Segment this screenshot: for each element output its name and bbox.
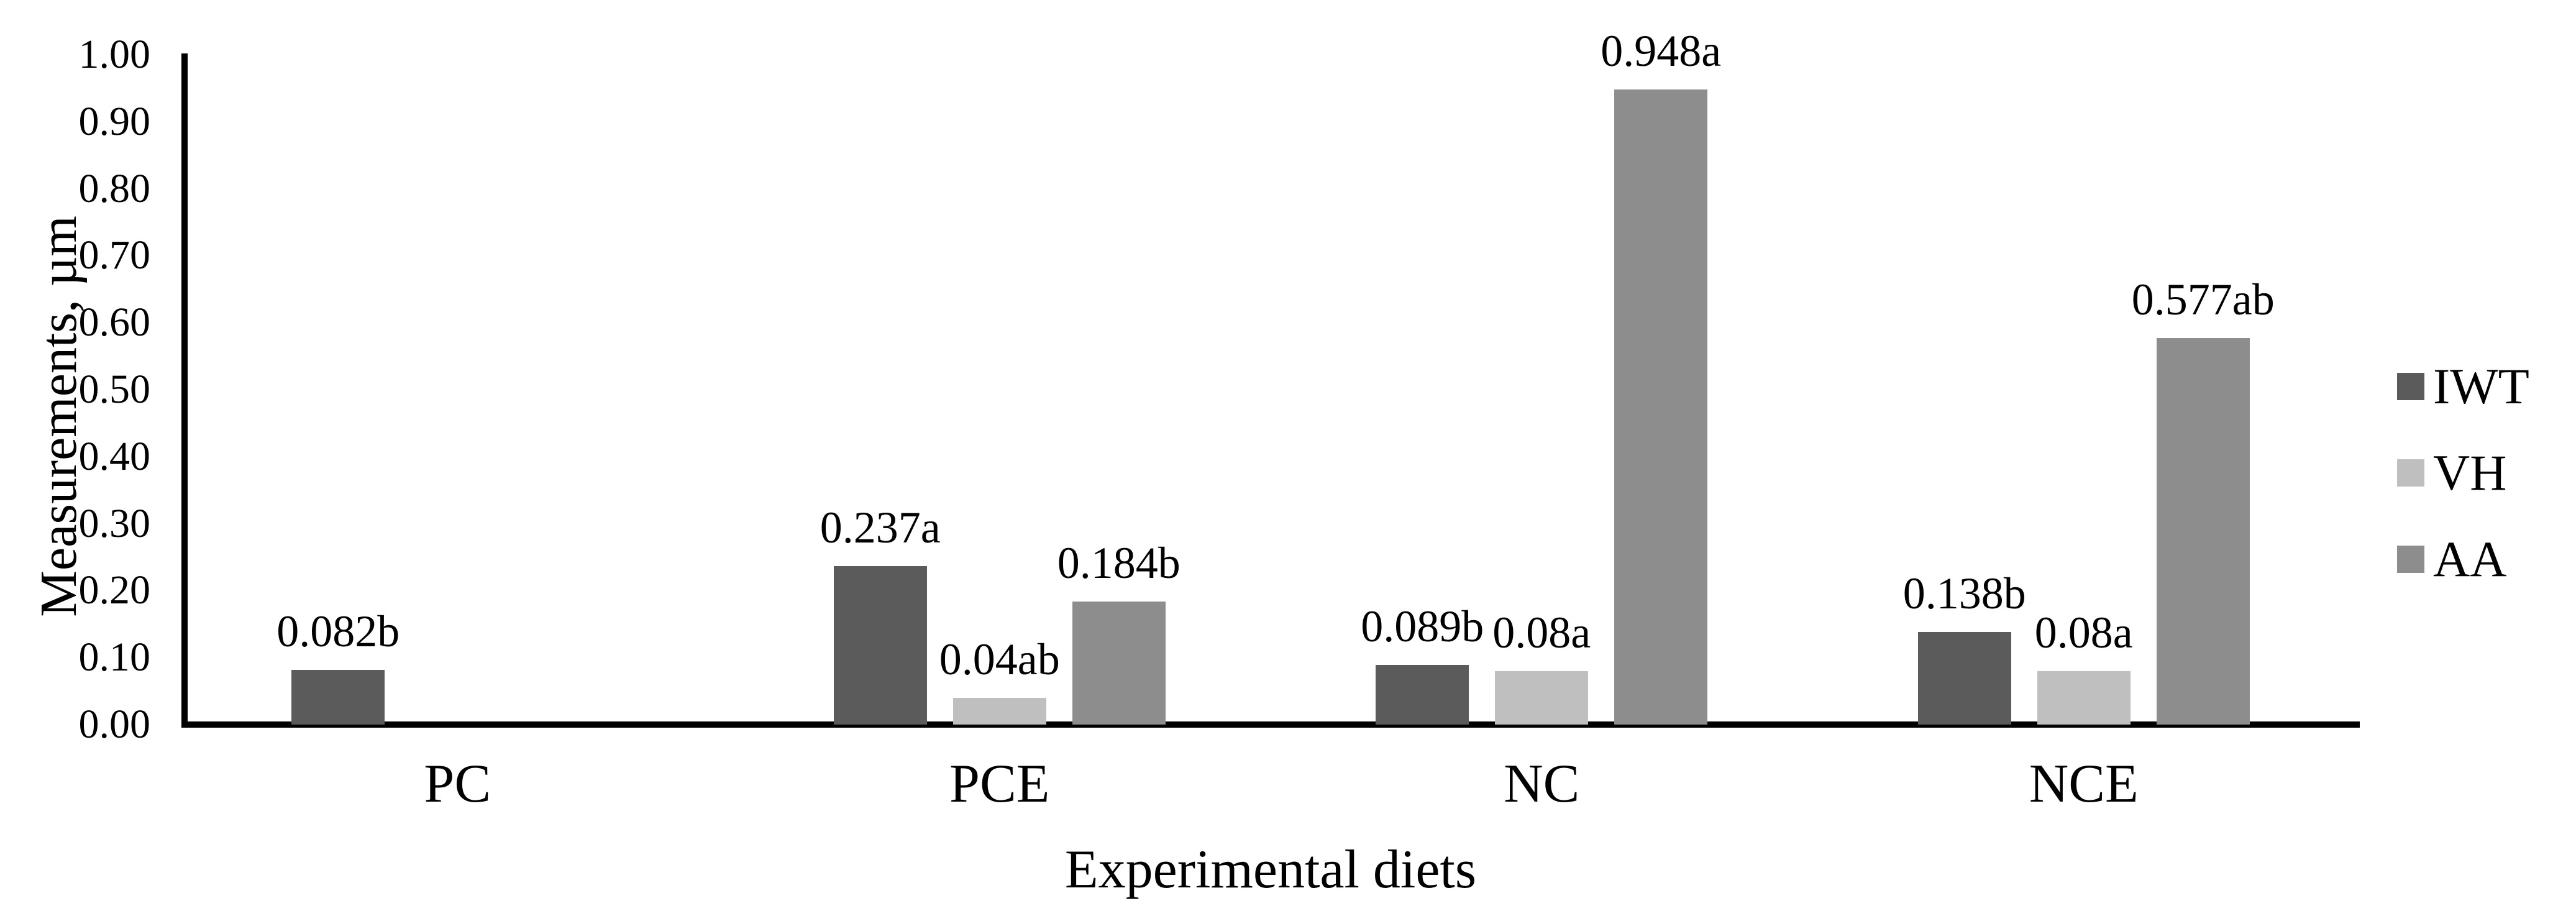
bar-NCE-VH <box>2037 671 2131 725</box>
y-tick-label: 0.80 <box>78 165 151 211</box>
legend-label: VH <box>2433 444 2507 501</box>
y-tick-label: 1.00 <box>78 32 151 77</box>
y-tick-label: 0.00 <box>78 702 151 747</box>
x-category-label: NCE <box>2029 754 2139 814</box>
bar-NC-IWT <box>1376 665 1469 725</box>
bar-value-label: 0.184b <box>1057 538 1181 588</box>
bar-PCE-AA <box>1072 601 1166 725</box>
legend-item-IWT: IWT <box>2397 343 2529 429</box>
y-tick-label: 0.50 <box>78 367 151 412</box>
bar-value-label: 0.08a <box>2034 607 2133 657</box>
bar-NCE-IWT <box>1917 632 2011 725</box>
legend-item-VH: VH <box>2397 429 2529 516</box>
bar-value-label: 0.089b <box>1361 602 1484 652</box>
bar-value-label: 0.948a <box>1601 26 1722 76</box>
bar-value-label: 0.08a <box>1492 607 1591 657</box>
y-tick-label: 0.40 <box>78 433 151 479</box>
y-tick-label: 0.30 <box>78 500 151 546</box>
bar-NC-VH <box>1495 671 1589 725</box>
x-category-label: PCE <box>949 754 1050 814</box>
bar-NCE-AA <box>2156 337 2250 725</box>
y-tick-label: 0.60 <box>78 300 151 346</box>
bar-value-label: 0.577ab <box>2131 274 2275 324</box>
bar-value-label: 0.237a <box>820 502 941 552</box>
y-axis-line <box>181 53 188 728</box>
x-category-label: PC <box>424 754 491 814</box>
y-tick-label: 0.20 <box>78 567 151 613</box>
bar-PC-IWT <box>291 669 385 725</box>
bar-PCE-VH <box>952 697 1046 725</box>
legend-label: AA <box>2433 530 2507 587</box>
bar-value-label: 0.04ab <box>939 634 1060 684</box>
legend-swatch-VH <box>2397 459 2424 487</box>
bar-value-label: 0.138b <box>1902 569 2026 619</box>
bar-NC-AA <box>1614 89 1708 725</box>
legend-label: IWT <box>2433 357 2529 414</box>
x-axis-title: Experimental diets <box>1064 840 1477 900</box>
legend-item-AA: AA <box>2397 516 2529 602</box>
legend: IWT VH AA <box>2397 343 2529 602</box>
x-category-label: NC <box>1504 754 1580 814</box>
x-axis-line <box>181 721 2360 728</box>
y-tick-label: 0.70 <box>78 232 151 278</box>
y-tick-label: 0.10 <box>78 634 151 680</box>
bar-value-label: 0.082b <box>276 606 400 656</box>
legend-swatch-AA <box>2397 545 2424 573</box>
y-tick-label: 0.90 <box>78 98 151 144</box>
legend-swatch-IWT <box>2397 372 2424 400</box>
bar-PCE-IWT <box>833 565 927 725</box>
